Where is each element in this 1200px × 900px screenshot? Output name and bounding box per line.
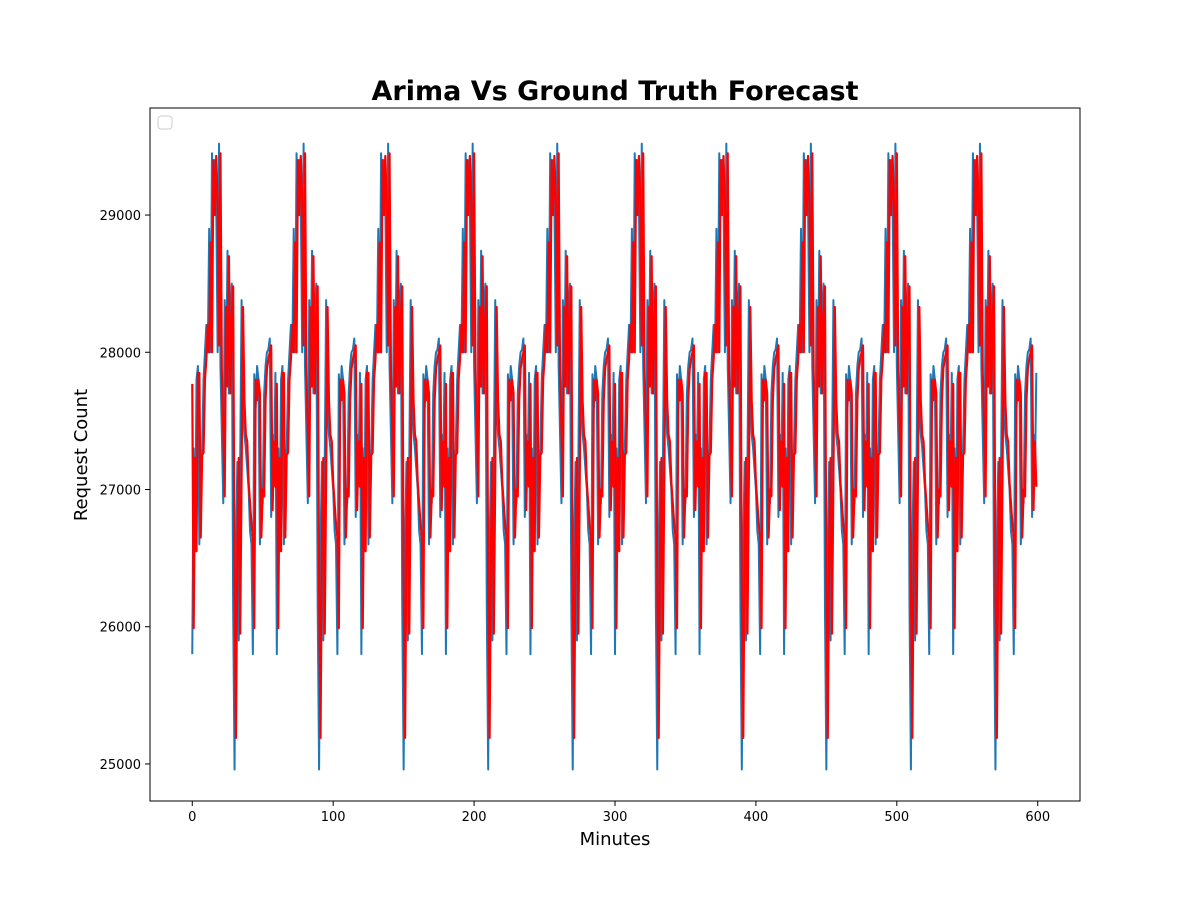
series-layer: [191, 142, 1038, 771]
y-tick-label: 29000: [100, 209, 141, 224]
x-tick-label: 600: [1025, 810, 1050, 825]
x-tick-label: 200: [462, 810, 487, 825]
y-tick-label: 26000: [100, 621, 141, 636]
y-tick-label: 27000: [100, 483, 141, 498]
x-tick-label: 0: [188, 810, 196, 825]
y-axis-label: Request Count: [71, 389, 92, 521]
x-tick-label: 300: [603, 810, 628, 825]
chart-title: Arima Vs Ground Truth Forecast: [371, 76, 858, 107]
y-tick-label: 28000: [100, 346, 141, 361]
x-tick-label: 100: [321, 810, 346, 825]
x-axis-ticks: 0 100 200 300 400 500 600: [188, 801, 1050, 825]
x-axis-label: Minutes: [580, 829, 651, 850]
y-tick-label: 25000: [100, 758, 141, 773]
x-tick-label: 400: [743, 810, 768, 825]
x-tick-label: 500: [884, 810, 909, 825]
legend-box: [157, 115, 173, 130]
y-axis-ticks: 25000 26000 27000 28000 29000: [100, 209, 150, 773]
series-line-2: [191, 152, 1038, 739]
